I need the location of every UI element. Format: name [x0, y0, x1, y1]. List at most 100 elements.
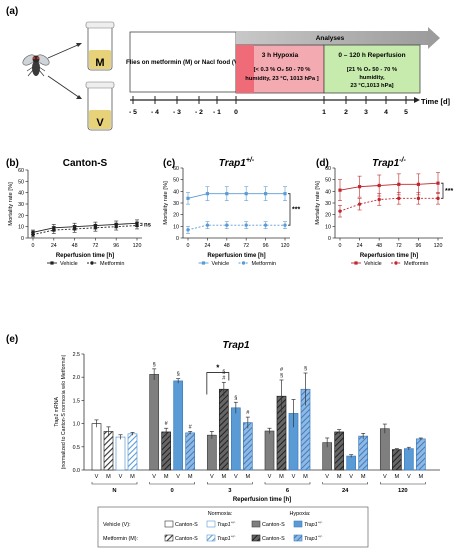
significance-mark: §	[280, 373, 283, 379]
y-tick-label: 40	[173, 189, 179, 195]
group-bracket	[207, 482, 253, 485]
data-point	[263, 223, 268, 227]
bar-legend: Normoxia: Hypoxia: Vehicle (V): Canton-S Tra…	[97, 506, 369, 548]
bar-condition-label: M	[130, 474, 135, 480]
bar	[264, 430, 275, 471]
data-point	[358, 185, 362, 189]
legend-swatch	[251, 534, 261, 542]
series-line	[32, 225, 138, 236]
x-axis-label: Reperfusion time [h]	[360, 253, 418, 259]
data-point	[31, 232, 35, 237]
hypoxia-line2: humidity, 23 °C, 1013 hPa ]	[245, 76, 318, 82]
y-axis-label: Mortality rate [%]	[315, 181, 321, 225]
bar-condition-label: V	[95, 474, 99, 480]
panel-c-label: (c)	[163, 158, 175, 169]
bar	[91, 423, 102, 471]
legend-trap1-label: Trap1+/-	[217, 520, 236, 529]
x-tick-label: 96	[263, 243, 269, 249]
series-vehicle	[31, 219, 139, 235]
bar-condition-label: V	[234, 474, 238, 480]
bar-condition-label: M	[279, 474, 284, 480]
bar-condition-label: M	[361, 474, 366, 480]
y-tick-label: 1.5	[73, 398, 80, 404]
data-point	[225, 192, 229, 196]
bar-condition-label: M	[106, 474, 111, 480]
data-point	[397, 182, 401, 186]
bar-condition-label: M	[245, 474, 250, 480]
bar-condition-label: V	[383, 474, 387, 480]
significance-mark: §	[153, 362, 156, 368]
data-point	[283, 223, 287, 227]
bar	[379, 428, 390, 471]
y-tick-label: 30	[18, 202, 24, 208]
series-line	[339, 197, 438, 212]
legend-metformin-label: Metformin (M):	[103, 536, 138, 542]
group-label: 24	[342, 488, 349, 494]
group-label: 0	[171, 488, 174, 494]
series-line	[187, 193, 285, 199]
legend-swatch	[293, 534, 303, 542]
legend-trap1-label: Trap1+/-	[217, 534, 236, 543]
y-tick-label: 2.0	[73, 375, 80, 381]
bar-condition-label: V	[325, 474, 329, 480]
legend-marker	[354, 261, 358, 265]
comparison-mark: *	[216, 364, 220, 373]
bar-condition-label: V	[152, 474, 156, 480]
y-tick-label: 30	[325, 201, 331, 207]
panel-c: (c) Trap1+/- 0 10 20 30 40 50 60 0 24 48 72 96 120 Repe…	[163, 157, 300, 267]
reperfusion-line2: humidity,	[359, 75, 385, 81]
bar	[391, 449, 402, 471]
data-point	[377, 183, 381, 188]
y-tick-label: 60	[325, 166, 331, 172]
bar	[115, 436, 126, 471]
vial-m-label: M	[95, 57, 104, 69]
legend-canton-label: Canton-S	[262, 522, 285, 528]
x-tick-label: 24	[204, 243, 210, 249]
reperfusion-line3: 23 °C,1013 hPa]	[350, 83, 393, 89]
data-point	[338, 188, 342, 192]
data-point	[357, 202, 362, 206]
panel-c-title: Trap1+/-	[219, 157, 255, 169]
panel-d-title: Trap1-/-	[372, 157, 406, 169]
data-point	[186, 196, 190, 200]
y-tick-label: 10	[18, 225, 24, 231]
bar	[334, 431, 345, 471]
flies-box	[129, 31, 237, 93]
bar	[415, 438, 426, 471]
group-label: N	[112, 488, 116, 494]
bar-group-0: V § M # V § M #0	[149, 362, 196, 494]
vial-v-label: V	[96, 117, 104, 129]
timeline-tick-label: 2	[344, 109, 348, 116]
panel-d: (d) Trap1-/- 0 10 20 30 40 50 60 0 24 48 72 96 120 Repe…	[315, 157, 453, 267]
x-tick-label: 72	[92, 243, 98, 249]
x-tick-label: 24	[357, 243, 363, 249]
data-point	[52, 228, 56, 232]
fly-icon	[22, 54, 50, 77]
legend-marker	[50, 261, 54, 265]
significance-mark: §	[177, 372, 180, 378]
y-tick-label: 20	[325, 213, 331, 219]
y-tick-label: 10	[173, 224, 179, 230]
legend-marker	[394, 261, 398, 265]
timeline-tick-label: 5	[404, 109, 408, 116]
y-tick-label: 1.0	[73, 422, 80, 428]
bar	[242, 422, 253, 471]
y-axis-label: Mortality rate [%]	[8, 182, 14, 226]
x-tick-label: 48	[224, 243, 230, 249]
vial-m-icon: M	[85, 21, 115, 71]
reperfusion-line1: [21 % O₂ 50 - 70 %	[347, 67, 397, 73]
significance-mark: #	[222, 375, 226, 381]
data-point	[436, 181, 440, 185]
legend-hypoxia-heading: Hypoxia:	[290, 511, 311, 517]
data-point	[416, 196, 421, 201]
comparison-bracket	[206, 372, 230, 395]
data-point	[186, 228, 190, 232]
x-tick-label: 48	[376, 243, 382, 249]
legend-trap1-label: Trap1+/-	[304, 534, 323, 543]
significance-label: ***	[445, 188, 453, 195]
y-tick-label: 50	[325, 178, 331, 184]
panel-b-title: Canton-S	[63, 158, 108, 169]
y-tick-label: 0.0	[73, 468, 80, 474]
legend-vehicle-label: Vehicle (V):	[103, 522, 131, 528]
